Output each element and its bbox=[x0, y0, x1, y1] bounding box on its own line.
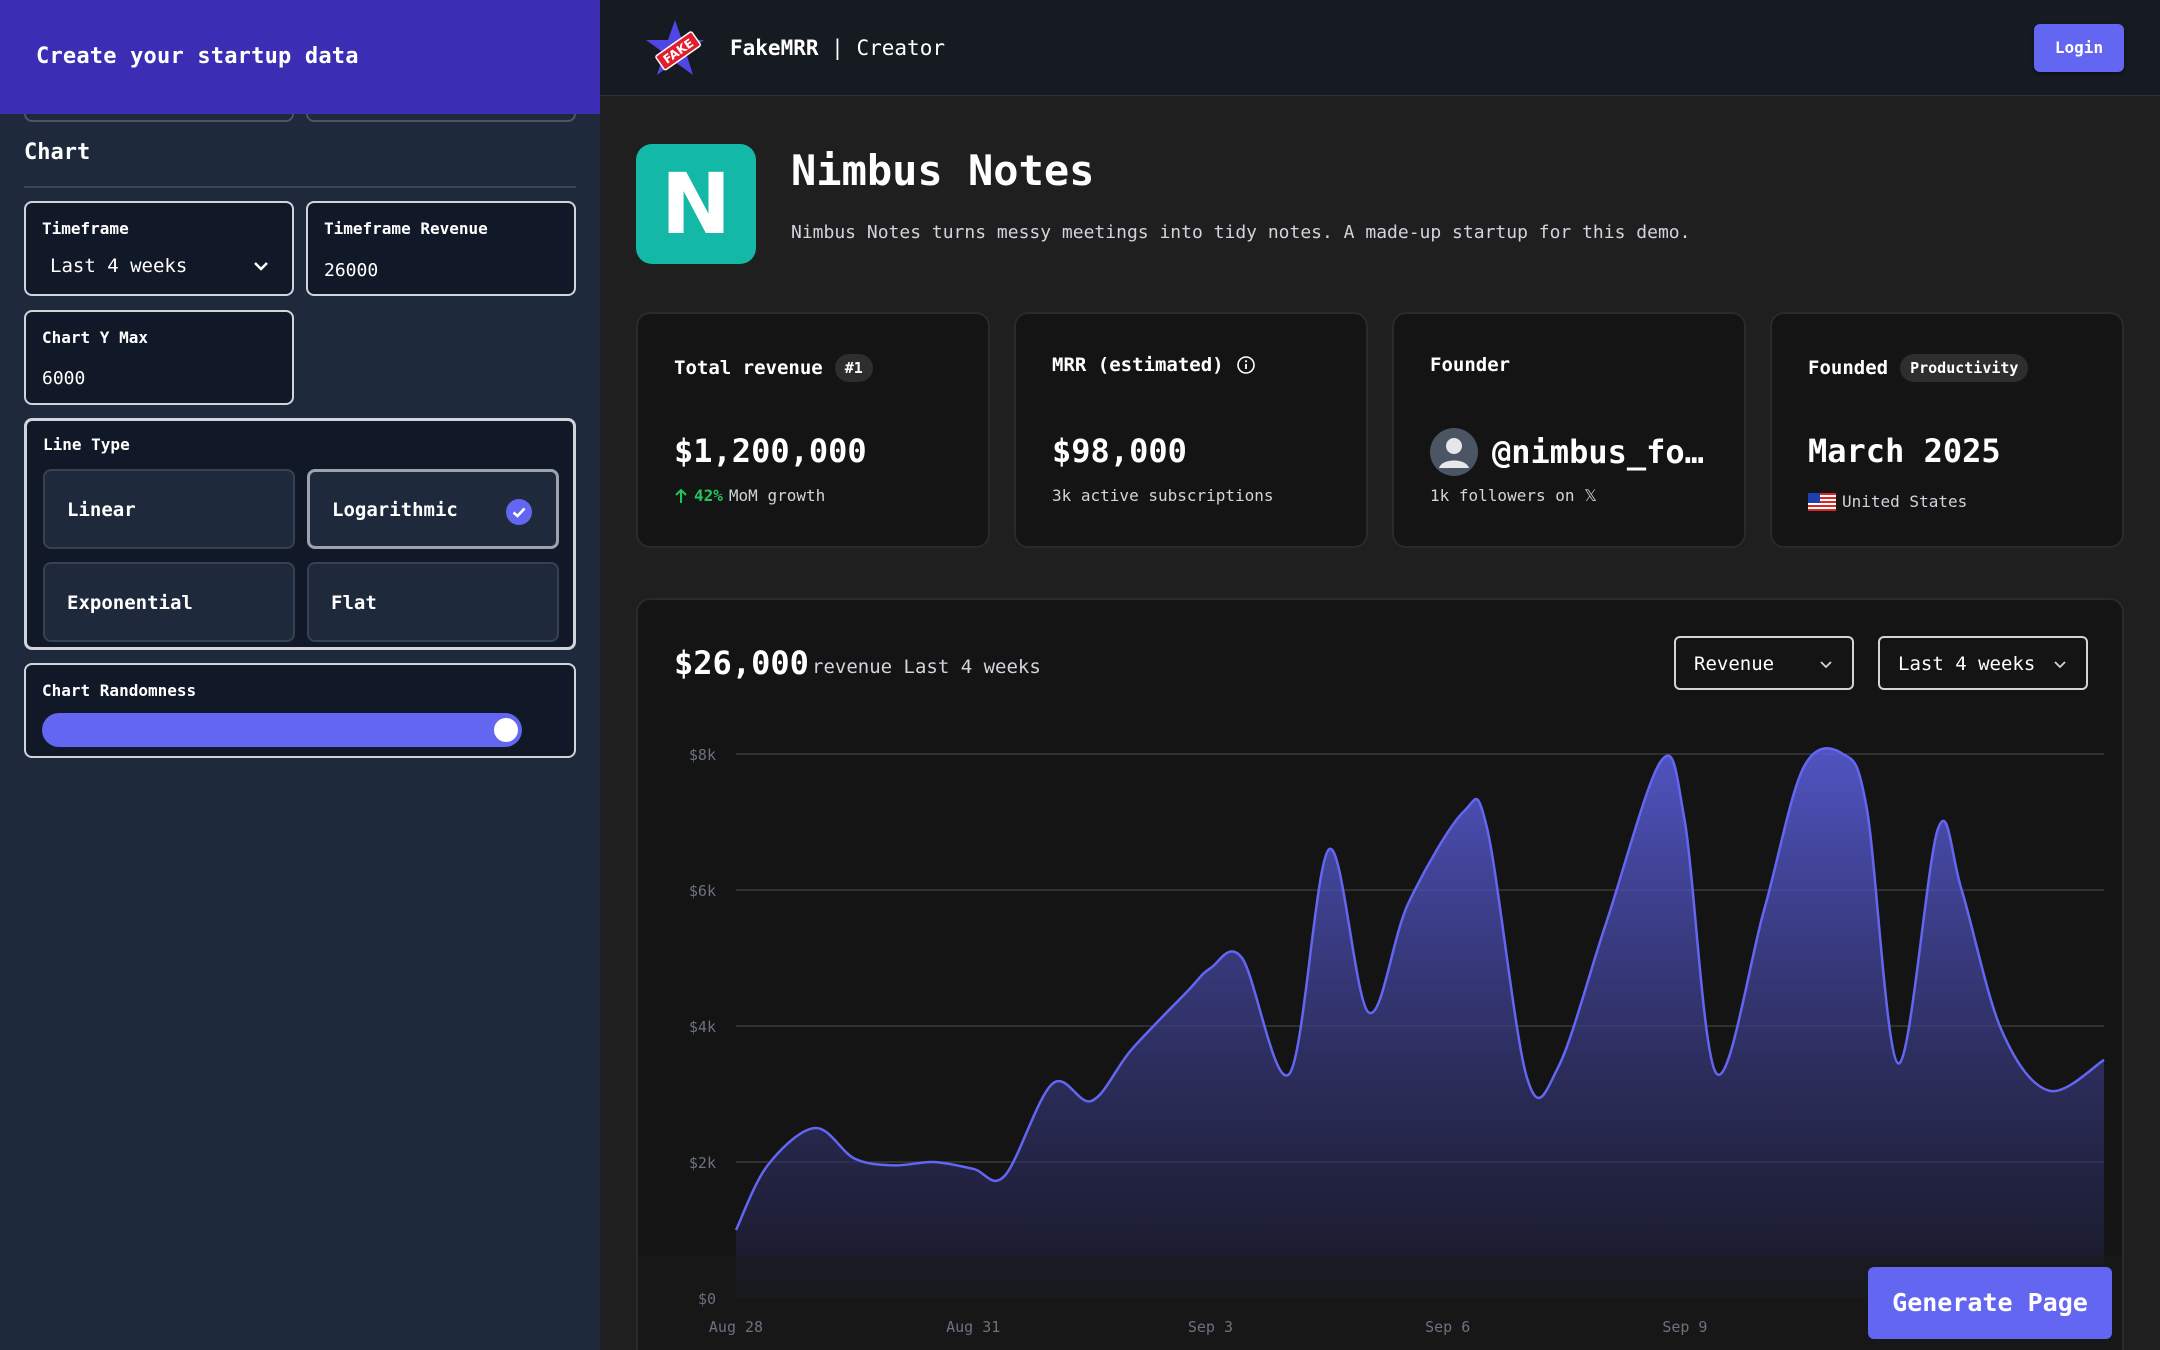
card-title-text: Founded bbox=[1808, 357, 1889, 379]
timeframe-revenue-field[interactable]: Timeframe Revenue 26000 bbox=[306, 201, 576, 296]
arrow-up-icon bbox=[675, 488, 687, 503]
top-navbar: FAKE FakeMRR | Creator Login bbox=[600, 0, 2160, 96]
x-tick-label: Sep 6 bbox=[1425, 1318, 1470, 1336]
chart-randomness-label: Chart Randomness bbox=[42, 681, 197, 700]
line-type-flat[interactable]: Flat bbox=[307, 562, 559, 642]
timeframe-value: Last 4 weeks bbox=[50, 255, 188, 277]
chart-y-max-field[interactable]: Chart Y Max 6000 bbox=[24, 310, 294, 405]
range-dropdown[interactable]: Last 4 weeks bbox=[1878, 636, 2088, 690]
brand-section: Creator bbox=[856, 36, 945, 60]
metric-dropdown[interactable]: Revenue bbox=[1674, 636, 1854, 690]
timeframe-revenue-label: Timeframe Revenue bbox=[324, 219, 488, 238]
card-title: Founder bbox=[1430, 354, 1511, 376]
section-title-chart: Chart bbox=[24, 140, 91, 165]
chart-y-max-input[interactable]: 6000 bbox=[42, 368, 86, 389]
timeframe-revenue-input[interactable]: 26000 bbox=[324, 260, 379, 281]
line-type-group: Line Type Linear Logarithmic Exponential… bbox=[24, 418, 576, 650]
founded-card: Founded Productivity March 2025 United S… bbox=[1770, 312, 2124, 548]
founder-row[interactable]: @nimbus_fo… bbox=[1430, 428, 1704, 476]
chart-randomness-field: Chart Randomness bbox=[24, 663, 576, 758]
line-type-label: Line Type bbox=[43, 435, 130, 454]
chart-y-max-label: Chart Y Max bbox=[42, 328, 148, 347]
card-title-text: MRR (estimated) bbox=[1052, 354, 1224, 376]
us-flag-icon bbox=[1808, 492, 1836, 511]
mrr-card: MRR (estimated) $98,000 3k active subscr… bbox=[1014, 312, 1368, 548]
settings-panel: Create your startup data Chart Timeframe… bbox=[0, 0, 600, 1350]
timeframe-select[interactable]: Timeframe Last 4 weeks bbox=[24, 201, 294, 296]
range-dropdown-value: Last 4 weeks bbox=[1898, 653, 2036, 675]
option-label: Logarithmic bbox=[332, 499, 458, 521]
founder-card: Founder @nimbus_fo… 1k followers on 𝕏 bbox=[1392, 312, 1746, 548]
chevron-down-icon bbox=[254, 262, 268, 271]
login-button[interactable]: Login bbox=[2034, 24, 2124, 72]
revenue-area-fill bbox=[736, 748, 2104, 1298]
mrr-value: $98,000 bbox=[1052, 432, 1187, 470]
card-title: Founded Productivity bbox=[1808, 354, 2029, 382]
panel-header: Create your startup data bbox=[0, 0, 600, 114]
founder-followers: 1k followers on 𝕏 bbox=[1430, 486, 1598, 505]
y-tick-label: $8k bbox=[689, 746, 716, 764]
info-icon[interactable] bbox=[1236, 355, 1256, 375]
growth-label: MoM growth bbox=[728, 486, 826, 505]
total-revenue-card: Total revenue #1 $1,200,000 42% MoM grow… bbox=[636, 312, 990, 548]
brand-separator: | bbox=[831, 36, 844, 60]
x-tick-label: Sep 9 bbox=[1662, 1318, 1707, 1336]
y-tick-label: $6k bbox=[689, 882, 716, 900]
founder-handle[interactable]: @nimbus_fo… bbox=[1492, 433, 1704, 471]
check-icon bbox=[506, 499, 532, 525]
x-tick-label: Aug 28 bbox=[709, 1318, 763, 1336]
growth-row: 42% MoM growth bbox=[674, 486, 825, 505]
y-tick-label: $4k bbox=[689, 1018, 716, 1036]
growth-value: 42% bbox=[694, 486, 723, 505]
startup-logo-letter: N bbox=[660, 155, 732, 253]
chevron-down-icon bbox=[1820, 661, 1832, 669]
x-tick-label: Sep 3 bbox=[1188, 1318, 1233, 1336]
brand-name: FakeMRR bbox=[730, 36, 819, 60]
slider-knob[interactable] bbox=[494, 718, 518, 742]
option-label: Flat bbox=[331, 592, 377, 614]
startup-description: Nimbus Notes turns messy meetings into t… bbox=[791, 222, 1691, 243]
startup-name: Nimbus Notes bbox=[791, 146, 1095, 195]
revenue-chart-card: $26,000 revenue Last 4 weeks Revenue Las… bbox=[636, 598, 2124, 1350]
card-title: Total revenue #1 bbox=[674, 354, 873, 382]
line-type-exponential[interactable]: Exponential bbox=[43, 562, 295, 642]
section-divider bbox=[24, 186, 576, 188]
rank-badge: #1 bbox=[834, 354, 873, 382]
category-badge: Productivity bbox=[1900, 354, 2029, 382]
generate-page-button[interactable]: Generate Page bbox=[1868, 1267, 2112, 1339]
fake-stamp-logo: FAKE bbox=[646, 20, 704, 75]
y-tick-label: $2k bbox=[689, 1154, 716, 1172]
card-title-text: Total revenue bbox=[674, 357, 823, 379]
line-type-linear[interactable]: Linear bbox=[43, 469, 295, 549]
chevron-down-icon bbox=[2054, 661, 2066, 669]
x-tick-label: Aug 31 bbox=[946, 1318, 1000, 1336]
randomness-slider[interactable] bbox=[42, 713, 522, 747]
timeframe-label: Timeframe bbox=[42, 219, 129, 238]
chart-total: $26,000 bbox=[674, 644, 809, 682]
card-title: MRR (estimated) bbox=[1052, 354, 1256, 376]
revenue-area-chart: $0 $2k $4k $6k $8k Aug 28 Aug 31 Sep 3 Sep 6 Sep … bbox=[638, 746, 2122, 1350]
metric-dropdown-value: Revenue bbox=[1694, 653, 1775, 675]
brand: FakeMRR | Creator bbox=[730, 36, 945, 60]
revenue-series-line bbox=[734, 747, 2105, 1231]
startup-logo: N bbox=[636, 144, 756, 264]
line-type-logarithmic[interactable]: Logarithmic bbox=[307, 469, 559, 549]
option-label: Exponential bbox=[67, 592, 193, 614]
avatar bbox=[1430, 428, 1478, 476]
country-row: United States bbox=[1808, 492, 1967, 511]
chart-subtitle: revenue Last 4 weeks bbox=[812, 656, 1041, 678]
founded-date: March 2025 bbox=[1808, 432, 2001, 470]
option-label: Linear bbox=[67, 499, 136, 521]
y-tick-label: $0 bbox=[698, 1290, 716, 1308]
country-name: United States bbox=[1842, 492, 1968, 511]
total-revenue-value: $1,200,000 bbox=[674, 432, 867, 470]
panel-title: Create your startup data bbox=[36, 44, 359, 69]
mrr-sub: 3k active subscriptions bbox=[1052, 486, 1274, 505]
preview-panel: FAKE FakeMRR | Creator Login N Nimbus No… bbox=[600, 0, 2160, 1350]
